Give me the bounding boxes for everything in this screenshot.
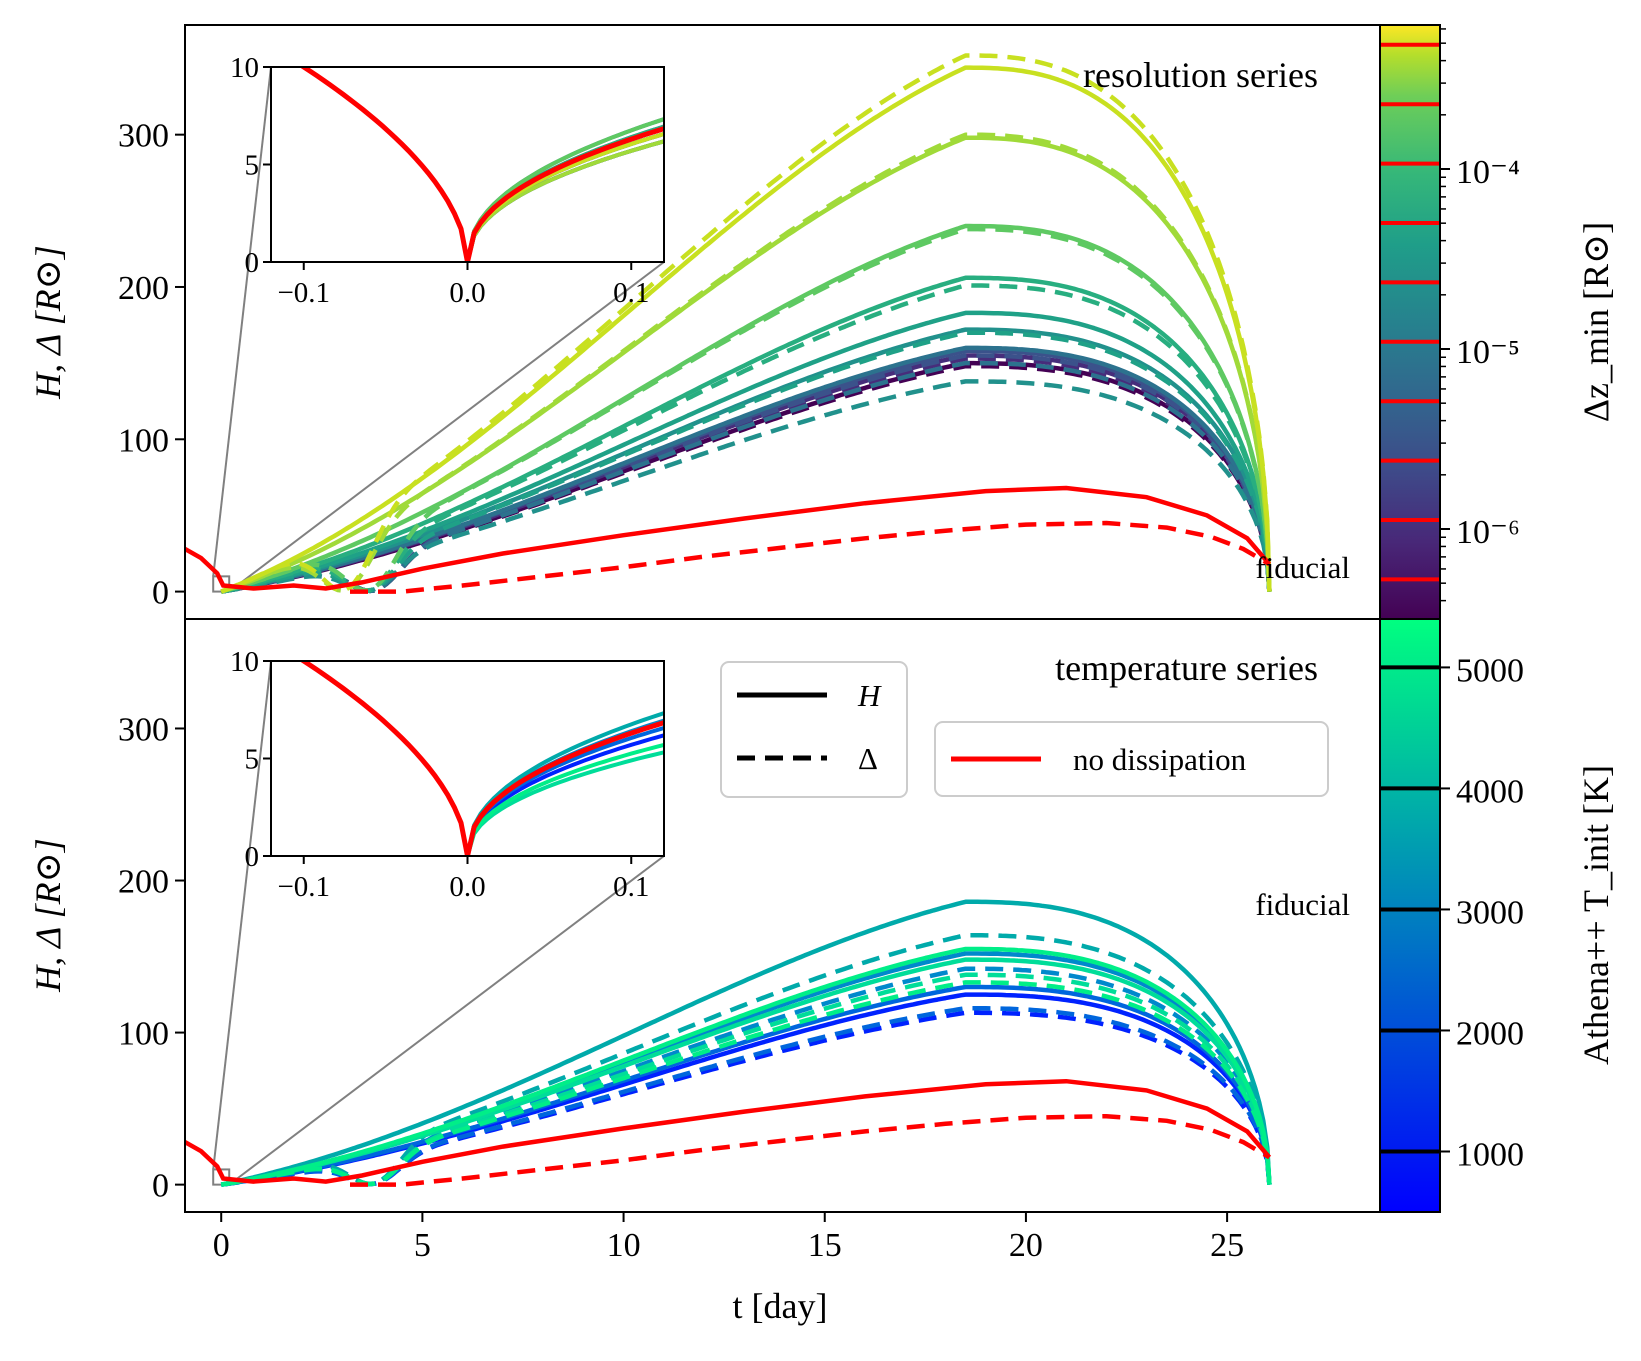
top-colorbar-label: Δz_min [R⊙] <box>1576 222 1616 422</box>
res-4-H-line <box>224 345 1272 594</box>
top-colorbar-ticks: 10⁻⁶ 10⁻⁵ 10⁻⁴ <box>1440 28 1520 602</box>
top-inset: 0 5 10 −0.1 0.0 0.1 <box>230 52 665 309</box>
top-cb-tick-label-2: 10⁻⁴ <box>1456 154 1520 191</box>
zoom-line-left <box>212 660 272 1170</box>
top-inset-ticks: 0 5 10 −0.1 0.0 0.1 <box>230 52 649 309</box>
res-7-H-line <box>224 275 1272 593</box>
bottom-colorbar-gradient <box>1380 619 1440 1212</box>
top-inset-bg <box>271 67 664 262</box>
top-y-axis: 0 100 200 300 <box>118 118 185 612</box>
bottom-colorbar-marks <box>1380 665 1440 1154</box>
bottom-fiducial-label: fiducial <box>1255 887 1350 922</box>
inset-nodiss-line <box>299 661 664 856</box>
y-tick-label-300: 300 <box>118 711 169 748</box>
inset-y-tick-label-10: 10 <box>230 52 259 84</box>
inset-x-tick-label-−0.1: −0.1 <box>277 277 330 309</box>
bot-cb-tick-label-1000: 1000 <box>1456 1136 1524 1173</box>
bot-cb-tick-label-5000: 5000 <box>1456 652 1524 689</box>
inset-y-tick-label-0: 0 <box>245 841 260 873</box>
res-6-H-line <box>224 310 1272 593</box>
legend-nodiss-box <box>934 721 1329 797</box>
inset-x-tick-label-0.0: 0.0 <box>449 277 485 309</box>
bottom-inset-lines <box>299 661 664 856</box>
inset-x-tick-label-0.1: 0.1 <box>613 277 649 309</box>
legend-nodiss-label: no dissipation <box>1073 742 1247 777</box>
y-tick-label-200: 200 <box>118 864 169 901</box>
bot-cb-tick-label-2000: 2000 <box>1456 1015 1524 1052</box>
legend-nodiss: no dissipation <box>934 721 1329 797</box>
nodiss-D-line <box>350 1113 1271 1187</box>
bottom-title: temperature series <box>1055 648 1318 688</box>
T-3500-D-line <box>220 933 1272 1187</box>
top-y-label: H, Δ [R⊙] <box>28 245 68 400</box>
inset-nodiss-line <box>299 67 664 262</box>
x-tick-label-25: 25 <box>1210 1227 1244 1264</box>
y-tick-label-100: 100 <box>118 1016 169 1053</box>
bottom-colorbar-label: Athena++ T_init [K] <box>1576 765 1616 1065</box>
top-colorbar-gradient <box>1380 25 1440 619</box>
res-7-D-line <box>220 283 1272 594</box>
res-9-D-line <box>220 132 1272 594</box>
bot-cb-tick-label-3000: 3000 <box>1456 894 1524 931</box>
inset-y-tick-label-5: 5 <box>245 150 260 182</box>
inset-x-tick-label-−0.1: −0.1 <box>277 871 330 903</box>
x-label: t [day] <box>733 1286 828 1326</box>
res-10-H-line <box>224 65 1272 593</box>
bottom-colorbar-frame <box>1379 618 1441 1213</box>
y-tick-label-0: 0 <box>152 1168 169 1205</box>
nodiss-H-line <box>185 1078 1272 1184</box>
x-tick-label-10: 10 <box>607 1227 641 1264</box>
inset-x-tick-label-0.1: 0.1 <box>613 871 649 903</box>
y-tick-label-0: 0 <box>152 575 169 612</box>
y-tick-label-100: 100 <box>118 422 169 459</box>
bot-cb-tick-label-4000: 4000 <box>1456 773 1524 810</box>
bottom-colorbar-ticks: 1000 2000 3000 4000 5000 <box>1440 652 1524 1173</box>
top-inset-lines <box>299 67 664 262</box>
inset-y-tick-label-0: 0 <box>245 247 260 279</box>
legend-delta-label: Δ <box>858 741 878 776</box>
inset-y-tick-label-10: 10 <box>230 646 259 678</box>
bottom-y-axis: 0 100 200 300 <box>118 711 185 1205</box>
bottom-y-label: H, Δ [R⊙] <box>28 838 68 993</box>
bottom-colorbar: 1000 2000 3000 4000 5000 Athena++ T_init [K] <box>1379 618 1616 1213</box>
res-10-D-line <box>220 53 1272 594</box>
T-5000-H-line <box>224 946 1272 1187</box>
T-3500-H-line <box>224 899 1272 1186</box>
T-2000-H-line <box>224 984 1272 1187</box>
x-axis: 0 5 10 15 20 25 <box>213 1212 1244 1264</box>
top-series-lines <box>185 53 1272 594</box>
top-title: resolution series <box>1083 55 1318 95</box>
bottom-inset-ticks: 0 5 10 −0.1 0.0 0.1 <box>230 646 649 903</box>
x-tick-label-20: 20 <box>1009 1227 1043 1264</box>
nodiss-D-line <box>350 520 1271 594</box>
y-tick-label-300: 300 <box>118 118 169 155</box>
legend-linestyle: H Δ <box>720 661 908 798</box>
x-tick-label-5: 5 <box>414 1227 431 1264</box>
inset-y-tick-label-5: 5 <box>245 744 260 776</box>
x-tick-label-0: 0 <box>213 1227 230 1264</box>
res-5-H-line <box>224 327 1272 594</box>
x-tick-label-15: 15 <box>808 1227 842 1264</box>
zoom-line-right <box>228 855 665 1186</box>
top-colorbar: 10⁻⁶ 10⁻⁵ 10⁻⁴ Δz_min [R⊙] <box>1379 24 1616 620</box>
legend-h-label: H <box>857 678 882 713</box>
top-cb-tick-label-1: 10⁻⁵ <box>1456 334 1520 371</box>
res-3-D-line <box>220 353 1272 594</box>
top-colorbar-marks <box>1380 42 1440 582</box>
bottom-series-lines <box>185 899 1272 1187</box>
top-cb-tick-label-0: 10⁻⁶ <box>1456 514 1520 551</box>
bottom-inset: 0 5 10 −0.1 0.0 0.1 <box>230 646 665 903</box>
bottom-inset-bg <box>271 661 664 856</box>
res-8-D-line <box>220 226 1272 594</box>
y-tick-label-200: 200 <box>118 270 169 307</box>
zoom-line-left <box>212 66 272 577</box>
top-fiducial-label: fiducial <box>1255 550 1350 585</box>
zoom-line-right <box>228 261 665 593</box>
res-5-D-line <box>220 379 1272 594</box>
nodiss-H-line <box>185 485 1272 591</box>
inset-x-tick-label-0.0: 0.0 <box>449 871 485 903</box>
